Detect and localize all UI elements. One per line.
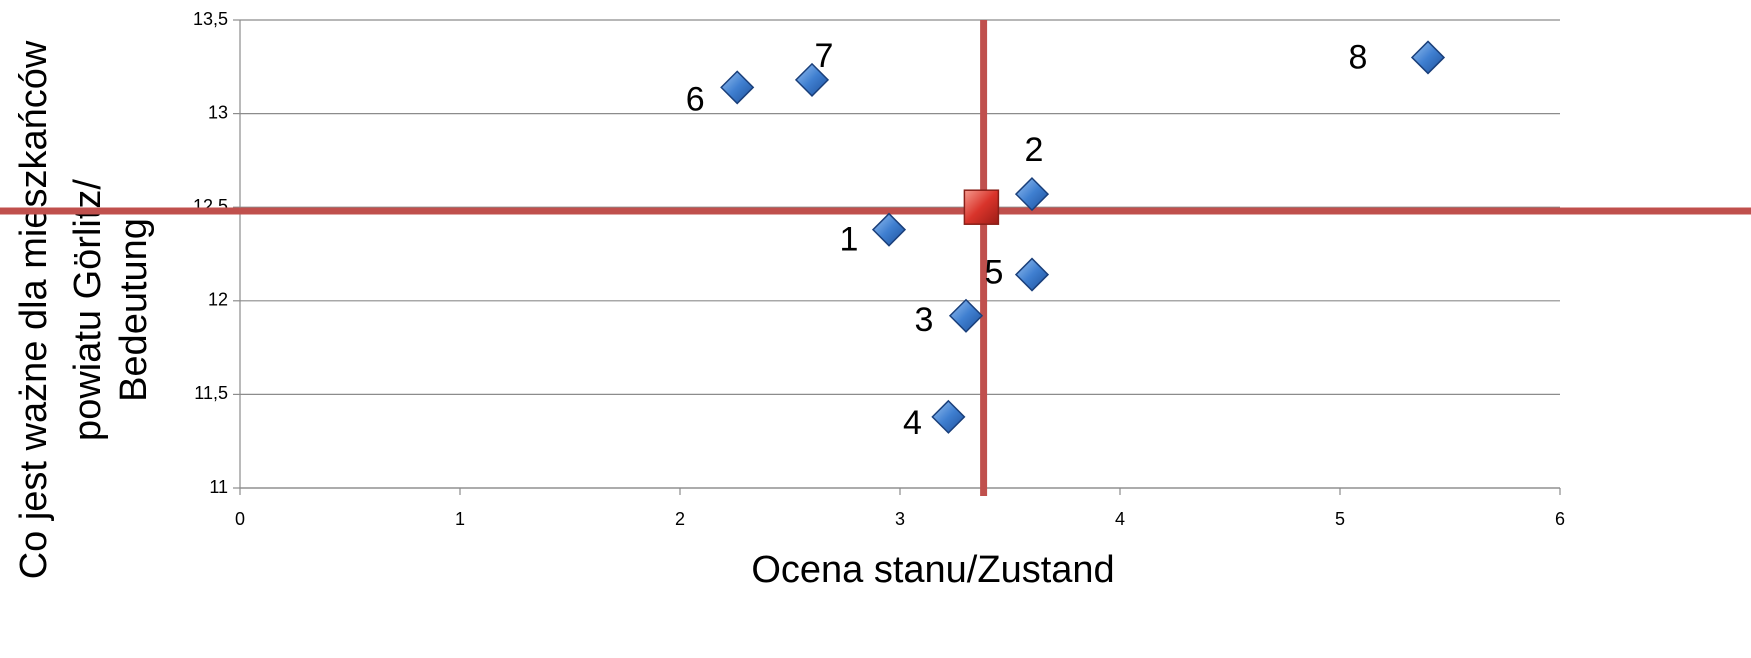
point-label: 2	[1025, 131, 1044, 169]
point-label: 1	[840, 221, 859, 259]
point-marker	[948, 298, 984, 333]
x-tick-label: 0	[235, 509, 245, 529]
point-label: 5	[985, 254, 1004, 292]
point-marker	[720, 70, 755, 105]
point-marker	[871, 212, 907, 247]
y-axis-label-line: Bedeutung	[113, 218, 155, 402]
x-tick-label: 1	[455, 509, 465, 529]
x-tick-label: 5	[1335, 509, 1345, 529]
point-marker	[1014, 257, 1050, 292]
point-marker	[794, 62, 830, 97]
y-tick-label: 13	[208, 102, 228, 122]
y-tick-label: 11	[209, 477, 228, 497]
point-label: 8	[1349, 38, 1368, 76]
point-label: 7	[815, 37, 834, 75]
mean-marker	[963, 189, 1000, 225]
y-axis-label: Co jest ważne dla mieszkańców powiatu Gö…	[13, 40, 155, 579]
point-marker	[1014, 177, 1050, 212]
point-label: 6	[686, 80, 705, 118]
y-axis-label-line: Co jest ważne dla mieszkańców	[13, 40, 55, 579]
point-label: 3	[915, 301, 934, 339]
x-tick-label: 2	[675, 509, 685, 529]
x-axis-label: Ocena stanu/Zustand	[751, 549, 1114, 591]
y-tick-label: 11,5	[194, 383, 228, 403]
point-marker	[931, 399, 966, 434]
y-tick-label: 12	[208, 290, 228, 310]
y-axis-label-line: powiatu Görlitz/	[67, 179, 109, 441]
x-tick-label: 4	[1115, 509, 1125, 529]
point-marker	[1410, 40, 1446, 75]
x-tick-label: 3	[895, 509, 905, 529]
x-tick-label: 6	[1555, 509, 1565, 529]
point-label: 4	[903, 404, 922, 442]
y-tick-label: 13,5	[193, 9, 228, 29]
